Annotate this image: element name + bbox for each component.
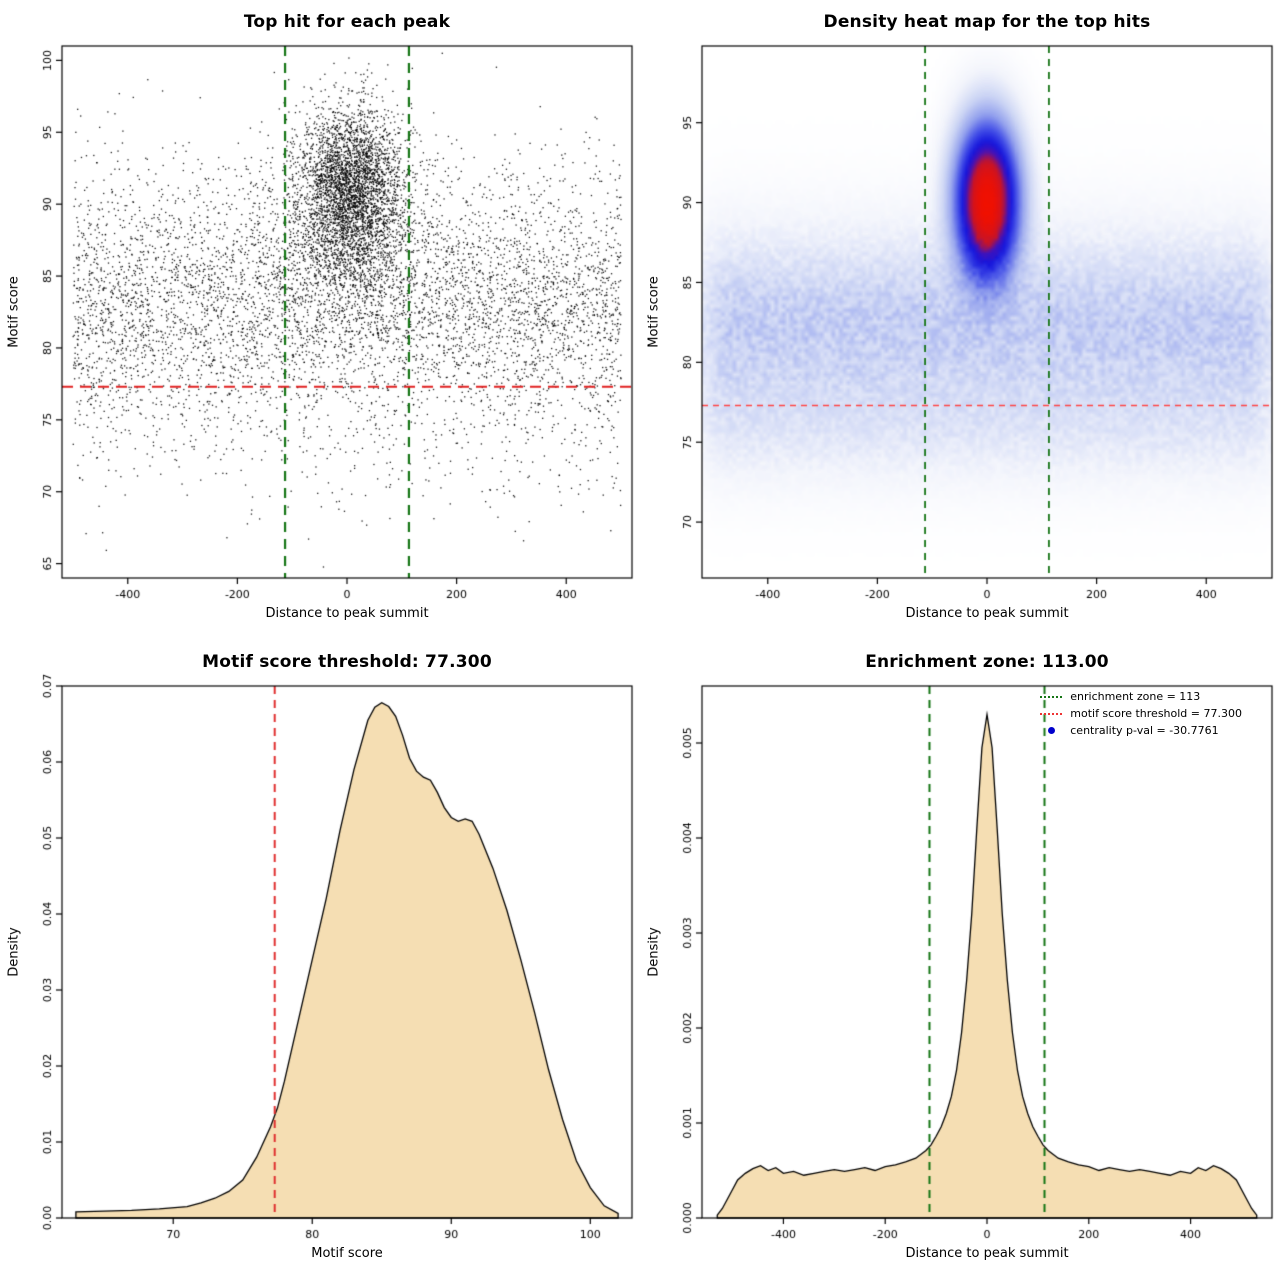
scatter-x-axis-label: Distance to peak summit bbox=[265, 606, 429, 621]
scatter-y-axis-label: Motif score bbox=[6, 276, 22, 348]
distance-density-y-axis-label: Density bbox=[646, 927, 662, 977]
legend-label: motif score threshold = 77.300 bbox=[1070, 706, 1242, 720]
score-density-canvas bbox=[0, 640, 640, 1280]
scatter-plot-canvas bbox=[0, 0, 640, 640]
enrichment-zone-line-marker bbox=[1040, 695, 1063, 698]
legend-label: enrichment zone = 113 bbox=[1070, 689, 1201, 703]
heatmap-y-axis-label: Motif score bbox=[646, 276, 662, 348]
panel-score-density: Motif score threshold: 77.300 Motif scor… bbox=[0, 640, 640, 1280]
score-density-title: Motif score threshold: 77.300 bbox=[202, 652, 492, 672]
distance-density-canvas bbox=[640, 640, 1280, 1280]
scatter-title: Top hit for each peak bbox=[243, 12, 451, 32]
legend-item-score-threshold: motif score threshold = 77.300 bbox=[1040, 705, 1242, 722]
heatmap-canvas bbox=[640, 0, 1280, 640]
legend-item-centrality-pval: centrality p-val = -30.7761 bbox=[1040, 722, 1242, 739]
legend-item-enrichment-zone: enrichment zone = 113 bbox=[1040, 688, 1242, 705]
distance-density-x-axis-label: Distance to peak summit bbox=[905, 1246, 1069, 1261]
panel-density-heatmap: Density heat map for the top hits Distan… bbox=[640, 0, 1280, 640]
plot-legend: enrichment zone = 113 motif score thresh… bbox=[1040, 688, 1242, 739]
score-density-x-axis-label: Motif score bbox=[311, 1246, 383, 1261]
legend-label: centrality p-val = -30.7761 bbox=[1070, 723, 1219, 737]
score-threshold-line-marker bbox=[1040, 712, 1063, 715]
score-density-y-axis-label: Density bbox=[6, 927, 22, 977]
panel-top-hits-scatter: Top hit for each peak Distance to peak s… bbox=[0, 0, 640, 640]
panel-distance-density: Enrichment zone: 113.00 Distance to peak… bbox=[640, 640, 1280, 1280]
distance-density-title: Enrichment zone: 113.00 bbox=[865, 652, 1109, 672]
centrality-pval-dot-marker bbox=[1048, 727, 1056, 734]
heatmap-x-axis-label: Distance to peak summit bbox=[905, 606, 1069, 621]
heatmap-title: Density heat map for the top hits bbox=[823, 12, 1151, 32]
